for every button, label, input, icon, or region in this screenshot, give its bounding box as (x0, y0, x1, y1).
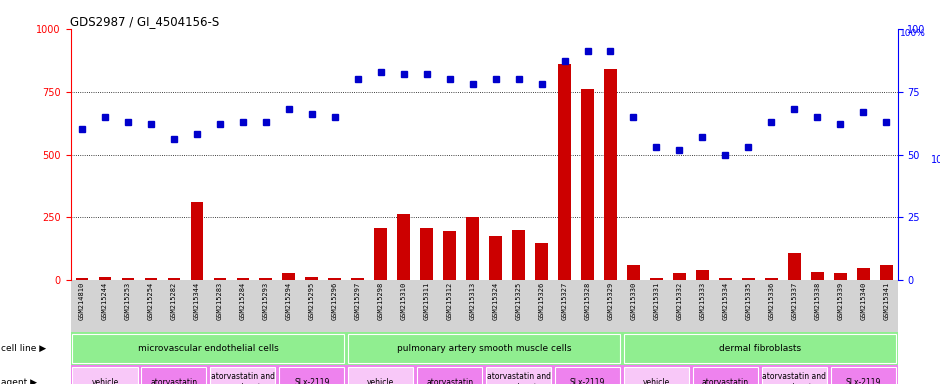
Bar (75, 278, 88, 280)
Text: atorvastatin and
mevalonate: atorvastatin and mevalonate (762, 372, 826, 384)
Bar (788, 253, 801, 280)
Text: dermal fibroblasts: dermal fibroblasts (719, 344, 801, 353)
Bar (466, 217, 478, 280)
Bar (811, 271, 823, 280)
Bar (765, 278, 777, 280)
Bar (489, 236, 502, 280)
Text: vehicle: vehicle (643, 377, 670, 384)
Text: microvascular endothelial cells: microvascular endothelial cells (138, 344, 279, 353)
Bar (627, 265, 640, 280)
Bar (857, 268, 870, 280)
Bar (99, 276, 111, 280)
Y-axis label: 100%: 100% (932, 154, 940, 165)
Bar (673, 273, 685, 280)
Bar (880, 265, 892, 280)
Bar (398, 214, 410, 280)
Bar (282, 273, 295, 280)
Text: SLx-2119: SLx-2119 (846, 377, 881, 384)
Text: 100%: 100% (900, 29, 926, 38)
Bar (444, 231, 456, 280)
Bar (604, 69, 617, 280)
Bar (512, 230, 525, 280)
Text: atorvastatin and
mevalonate: atorvastatin and mevalonate (211, 372, 274, 384)
Bar (121, 278, 134, 280)
Bar (306, 276, 318, 280)
Text: SLx-2119: SLx-2119 (294, 377, 329, 384)
Bar (237, 278, 249, 280)
Text: atorvastatin: atorvastatin (150, 377, 197, 384)
Bar (191, 202, 203, 280)
Bar (145, 278, 157, 280)
Bar (696, 270, 709, 280)
Bar (259, 278, 272, 280)
Bar (719, 278, 731, 280)
Text: cell line ▶: cell line ▶ (1, 344, 46, 353)
Bar (213, 278, 227, 280)
Text: atorvastatin: atorvastatin (702, 377, 749, 384)
Text: vehicle: vehicle (368, 377, 394, 384)
Bar (328, 278, 341, 280)
Bar (352, 278, 364, 280)
Bar (374, 227, 387, 280)
Bar (581, 89, 594, 280)
Text: atorvastatin: atorvastatin (426, 377, 473, 384)
Bar (650, 278, 663, 280)
Bar (558, 64, 571, 280)
Text: GDS2987 / GI_4504156-S: GDS2987 / GI_4504156-S (70, 15, 220, 28)
Bar (834, 273, 847, 280)
Text: SLx-2119: SLx-2119 (570, 377, 605, 384)
Bar (167, 278, 180, 280)
Bar (742, 278, 755, 280)
Text: pulmonary artery smooth muscle cells: pulmonary artery smooth muscle cells (397, 344, 572, 353)
Text: agent ▶: agent ▶ (1, 377, 37, 384)
Bar (535, 243, 548, 280)
Text: vehicle: vehicle (91, 377, 118, 384)
Text: atorvastatin and
mevalonate: atorvastatin and mevalonate (487, 372, 551, 384)
Bar (420, 227, 433, 280)
